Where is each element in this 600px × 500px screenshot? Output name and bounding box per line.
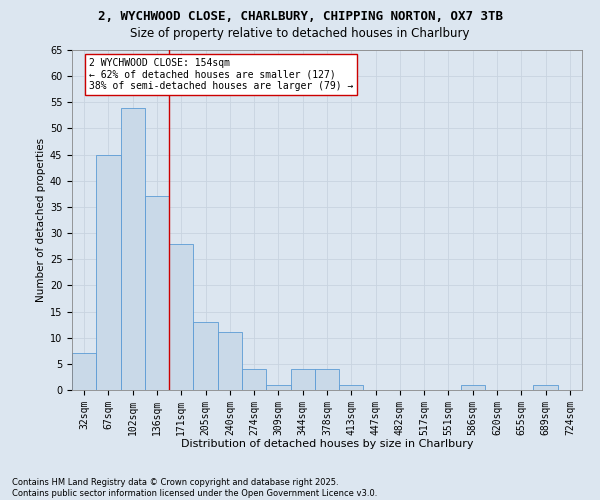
Text: 2, WYCHWOOD CLOSE, CHARLBURY, CHIPPING NORTON, OX7 3TB: 2, WYCHWOOD CLOSE, CHARLBURY, CHIPPING N… <box>97 10 503 23</box>
Bar <box>145 196 169 390</box>
Bar <box>533 385 558 390</box>
Bar <box>218 332 242 390</box>
Text: Contains HM Land Registry data © Crown copyright and database right 2025.
Contai: Contains HM Land Registry data © Crown c… <box>12 478 377 498</box>
Text: Size of property relative to detached houses in Charlbury: Size of property relative to detached ho… <box>130 28 470 40</box>
Bar <box>72 354 96 390</box>
Bar <box>193 322 218 390</box>
Bar <box>169 244 193 390</box>
Bar <box>315 369 339 390</box>
Bar <box>121 108 145 390</box>
Bar <box>96 154 121 390</box>
Bar <box>242 369 266 390</box>
X-axis label: Distribution of detached houses by size in Charlbury: Distribution of detached houses by size … <box>181 439 473 449</box>
Text: 2 WYCHWOOD CLOSE: 154sqm
← 62% of detached houses are smaller (127)
38% of semi-: 2 WYCHWOOD CLOSE: 154sqm ← 62% of detach… <box>89 58 353 91</box>
Bar <box>290 369 315 390</box>
Bar <box>266 385 290 390</box>
Bar <box>461 385 485 390</box>
Bar <box>339 385 364 390</box>
Y-axis label: Number of detached properties: Number of detached properties <box>35 138 46 302</box>
